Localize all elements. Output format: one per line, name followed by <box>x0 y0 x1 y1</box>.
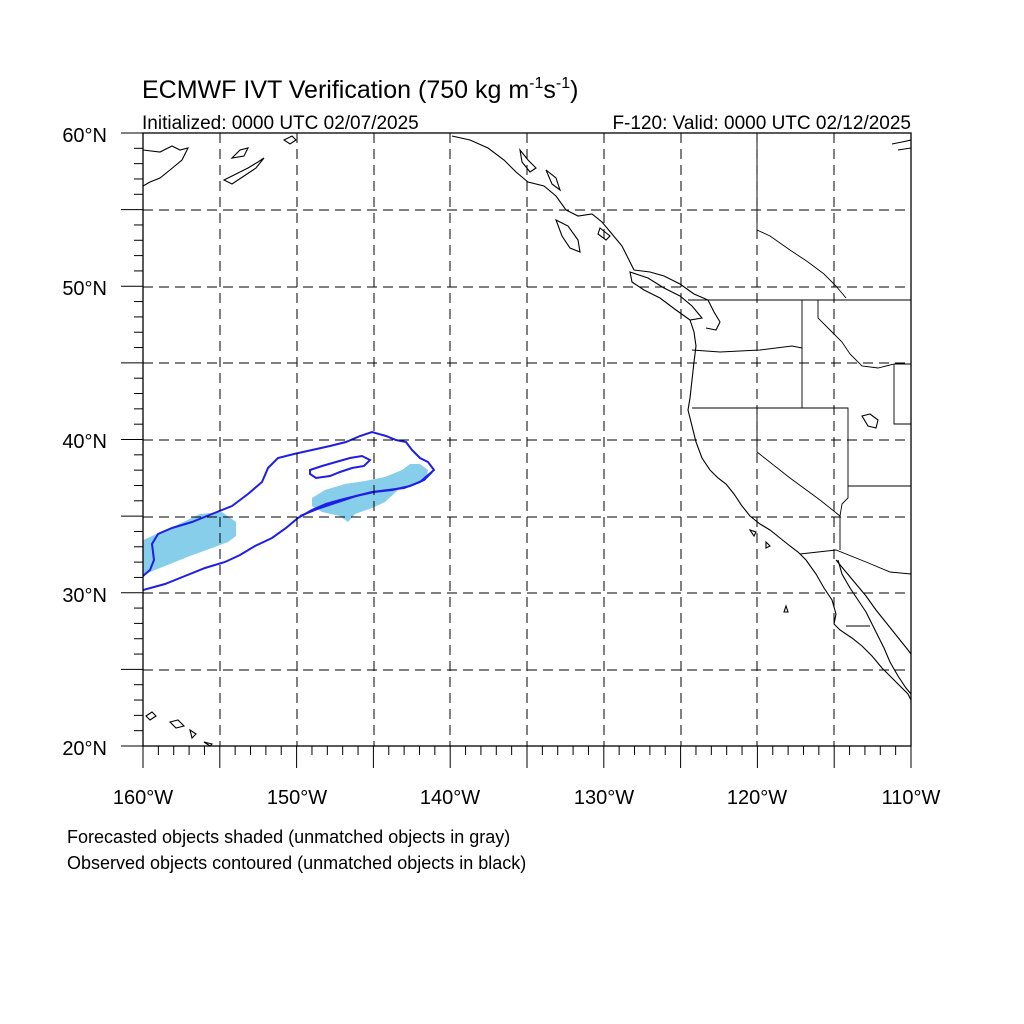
valid-time: F-120: Valid: 0000 UTC 02/12/2025 <box>612 113 911 134</box>
legend-note-forecast: Forecasted objects shaded (unmatched obj… <box>67 827 510 847</box>
axis-ticks <box>121 132 912 768</box>
lon-label-110w: 110°W <box>882 787 941 809</box>
map-title: ECMWF IVT Verification (750 kg m-1s-1) <box>142 75 578 104</box>
lon-label-160w: 160°W <box>113 787 173 809</box>
lat-label-30n: 30°N <box>62 585 107 607</box>
lat-label-40n: 40°N <box>62 431 107 453</box>
coastlines <box>143 135 911 746</box>
observed-object-outline <box>143 430 436 591</box>
lat-label-50n: 50°N <box>62 278 107 300</box>
lon-labels: 160°W 150°W 140°W 130°W 120°W 110°W <box>113 787 941 809</box>
lon-label-130w: 130°W <box>574 787 634 809</box>
lon-label-120w: 120°W <box>727 787 787 809</box>
graticule <box>143 133 911 746</box>
observed-objects <box>143 430 436 591</box>
init-time: Initialized: 0000 UTC 02/07/2025 <box>142 113 419 134</box>
forecast-object-west <box>143 512 236 574</box>
lon-label-140w: 140°W <box>420 787 480 809</box>
forecast-objects <box>143 464 428 574</box>
lon-label-150w: 150°W <box>267 787 327 809</box>
lat-label-20n: 20°N <box>62 738 107 760</box>
political-boundaries <box>688 133 911 627</box>
lat-labels: 60°N 50°N 40°N 30°N 20°N <box>62 125 107 760</box>
legend-note-observed: Observed objects contoured (unmatched ob… <box>67 853 526 873</box>
observed-object-inner <box>309 454 372 480</box>
lat-label-60n: 60°N <box>62 125 107 147</box>
